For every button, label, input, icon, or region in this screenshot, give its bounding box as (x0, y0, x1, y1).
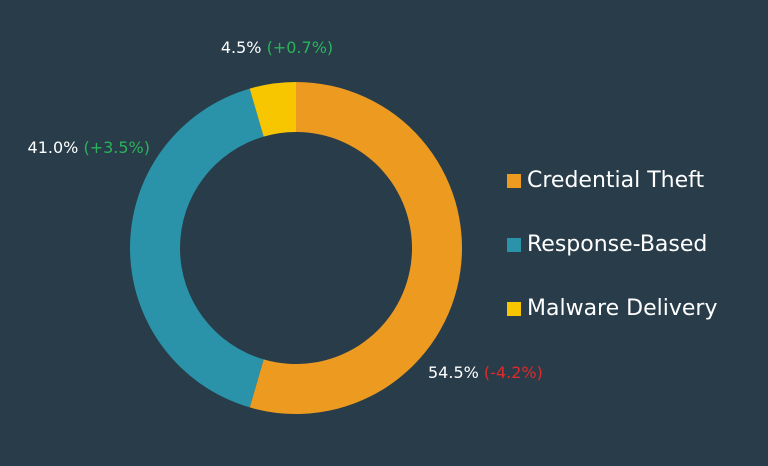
legend-label: Credential Theft (527, 168, 705, 193)
change-text: (-4.2%) (484, 363, 543, 382)
legend-swatch (507, 302, 521, 316)
legend-swatch (507, 174, 521, 188)
donut-slice (249, 82, 463, 415)
donut-slice (130, 88, 264, 408)
value-text: 41.0% (28, 138, 79, 157)
donut-slice (249, 82, 296, 137)
value-label: 4.5% (+0.7%) (221, 38, 333, 57)
legend-label: Response-Based (527, 232, 707, 257)
change-text: (+3.5%) (83, 138, 150, 157)
value-label: 54.5% (-4.2%) (428, 363, 543, 382)
legend-swatch (507, 238, 521, 252)
value-label: 41.0% (+3.5%) (28, 138, 150, 157)
value-text: 4.5% (221, 38, 262, 57)
value-text: 54.5% (428, 363, 479, 382)
change-text: (+0.7%) (267, 38, 334, 57)
legend-label: Malware Delivery (527, 296, 717, 321)
